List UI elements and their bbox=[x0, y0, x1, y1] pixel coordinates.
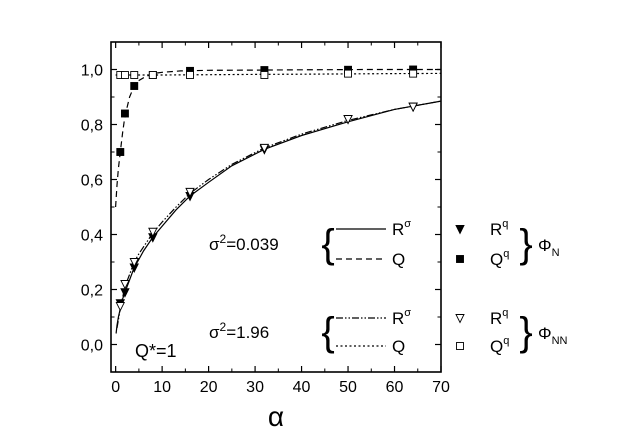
y-tick-label-5: 1,0 bbox=[81, 63, 103, 80]
y-tick-label-3: 0,6 bbox=[81, 173, 103, 190]
legend-phi-label-1: ΦNN bbox=[538, 324, 568, 347]
annotation-qstar: Q*=1 bbox=[135, 341, 177, 361]
data-point-1-0 bbox=[116, 148, 125, 156]
x-tick-label-7: 70 bbox=[432, 379, 450, 396]
legend-line-label-0-0: Rσ bbox=[392, 218, 411, 239]
axes: 0 10 20 30 40 50 60 70 0,0 0,2 0,4 0,6 0,8 1,0 bbox=[81, 42, 450, 396]
x-axis-label: α bbox=[268, 401, 284, 432]
data-point-2-4 bbox=[185, 187, 195, 198]
data-point-3-7 bbox=[409, 69, 418, 78]
legend: σ2=0.039 { Rσ Q Rq Qq} ΦN σ2=1.96 { Rσ Q Rq Qq} ΦNN bbox=[209, 218, 568, 356]
x-tick-label-1: 10 bbox=[153, 379, 171, 396]
data-point-2-5 bbox=[259, 143, 270, 154]
y-tick-label-1: 0,2 bbox=[81, 283, 103, 300]
plot-markers bbox=[115, 65, 418, 312]
legend-marker-0-0 bbox=[455, 225, 465, 235]
data-point-2-6 bbox=[343, 115, 353, 125]
x-tick-label-3: 30 bbox=[246, 379, 264, 396]
y-tick-label-2: 0,4 bbox=[81, 228, 103, 245]
y-tick-label-0: 0,0 bbox=[81, 338, 103, 355]
legend-right-brace-1: } bbox=[519, 310, 532, 354]
legend-marker-label-0-1: Qq bbox=[490, 248, 509, 269]
series-line-4 bbox=[115, 100, 442, 334]
data-point-0-1 bbox=[120, 288, 130, 298]
legend-marker-label-1-0: Rq bbox=[490, 307, 508, 328]
legend-marker-0-1 bbox=[456, 255, 464, 263]
series-line-5 bbox=[115, 68, 441, 208]
data-point-1-2 bbox=[130, 82, 139, 90]
legend-marker-label-1-1: Qq bbox=[490, 335, 509, 356]
data-point-2-3 bbox=[148, 227, 158, 238]
legend-left-brace-0: { bbox=[321, 222, 334, 266]
x-tick-label-5: 50 bbox=[339, 379, 357, 396]
x-tick-label-4: 40 bbox=[293, 379, 311, 396]
legend-left-brace-1: { bbox=[321, 310, 334, 354]
data-point-2-2 bbox=[129, 258, 139, 268]
data-point-1-1 bbox=[120, 109, 129, 118]
data-point-3-4 bbox=[186, 71, 194, 79]
data-point-3-2 bbox=[130, 71, 139, 79]
legend-right-brace-0: } bbox=[519, 222, 532, 266]
series-line-7 bbox=[115, 72, 442, 76]
data-point-3-1 bbox=[120, 71, 129, 79]
data-point-3-5 bbox=[260, 71, 269, 79]
y-tick-label-4: 0,8 bbox=[81, 118, 103, 135]
legend-line-label-1-1: Q bbox=[392, 337, 405, 356]
plot-lines bbox=[115, 68, 442, 334]
legend-marker-1-1 bbox=[456, 342, 464, 350]
legend-phi-label-0: ΦN bbox=[538, 236, 560, 259]
x-tick-label-6: 60 bbox=[386, 379, 404, 396]
data-point-2-1 bbox=[120, 280, 130, 290]
data-point-2-0 bbox=[115, 302, 126, 312]
data-point-3-6 bbox=[344, 69, 352, 78]
data-point-2-7 bbox=[408, 102, 418, 113]
legend-sigma-label-1: σ2=1.96 bbox=[209, 320, 269, 342]
data-point-3-3 bbox=[148, 71, 157, 79]
series-line-6 bbox=[116, 100, 442, 329]
legend-sigma-label-0: σ2=0.039 bbox=[209, 232, 279, 254]
legend-line-label-0-1: Q bbox=[392, 250, 405, 269]
legend-marker-1-0 bbox=[455, 314, 465, 324]
legend-line-label-1-0: Rσ bbox=[392, 307, 411, 328]
x-tick-label-2: 20 bbox=[200, 379, 218, 396]
legend-marker-label-0-0: Rq bbox=[490, 218, 508, 239]
x-tick-label-0: 0 bbox=[111, 379, 120, 396]
